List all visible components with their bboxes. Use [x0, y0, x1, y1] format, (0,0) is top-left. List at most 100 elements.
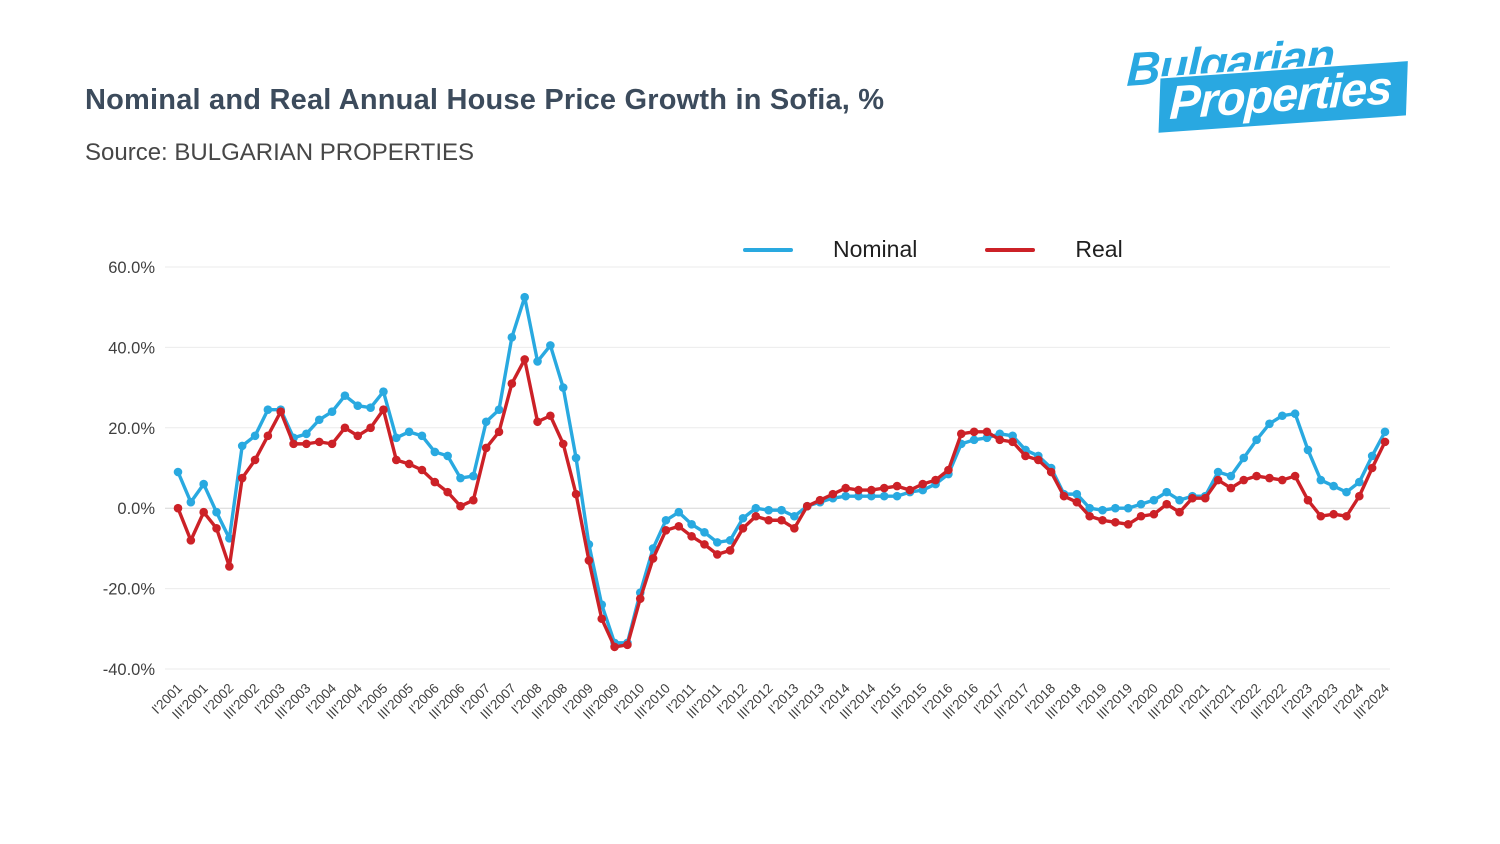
- data-point-real-79[interactable]: [1188, 493, 1197, 503]
- data-point-real-59[interactable]: [931, 475, 940, 485]
- data-point-nominal-40[interactable]: [687, 519, 696, 529]
- data-point-real-3[interactable]: [212, 524, 221, 533]
- data-point-real-64[interactable]: [995, 435, 1005, 445]
- data-point-nominal-91[interactable]: [1342, 487, 1351, 497]
- data-point-real-81[interactable]: [1213, 475, 1223, 485]
- data-point-real-45[interactable]: [751, 511, 761, 521]
- data-point-nominal-20[interactable]: [430, 447, 440, 457]
- data-point-real-13[interactable]: [340, 423, 350, 433]
- data-point-real-10[interactable]: [302, 439, 311, 449]
- data-point-real-25[interactable]: [494, 427, 504, 437]
- data-point-real-35[interactable]: [623, 640, 632, 650]
- data-point-real-18[interactable]: [404, 459, 414, 469]
- data-point-real-83[interactable]: [1239, 475, 1249, 485]
- data-point-nominal-92[interactable]: [1355, 477, 1364, 487]
- data-point-nominal-15[interactable]: [366, 403, 375, 413]
- data-point-real-60[interactable]: [944, 465, 953, 475]
- data-point-nominal-26[interactable]: [507, 333, 517, 342]
- data-point-nominal-2[interactable]: [199, 479, 208, 489]
- data-point-real-38[interactable]: [661, 526, 671, 535]
- data-point-real-1[interactable]: [186, 536, 196, 545]
- data-point-real-61[interactable]: [956, 429, 966, 439]
- data-point-nominal-89[interactable]: [1316, 475, 1326, 485]
- data-point-nominal-84[interactable]: [1252, 435, 1261, 445]
- data-point-real-12[interactable]: [327, 439, 337, 449]
- data-point-real-11[interactable]: [314, 437, 324, 447]
- data-point-real-91[interactable]: [1342, 511, 1351, 521]
- data-point-real-16[interactable]: [379, 405, 388, 415]
- data-point-nominal-25[interactable]: [494, 405, 504, 415]
- data-point-real-22[interactable]: [456, 501, 465, 511]
- data-point-nominal-78[interactable]: [1175, 495, 1184, 505]
- data-point-nominal-65[interactable]: [1008, 431, 1017, 441]
- data-point-real-40[interactable]: [687, 532, 696, 541]
- data-point-real-62[interactable]: [969, 427, 979, 437]
- data-point-real-88[interactable]: [1303, 495, 1313, 505]
- data-point-real-69[interactable]: [1059, 491, 1069, 501]
- data-point-nominal-46[interactable]: [764, 505, 773, 515]
- data-point-nominal-19[interactable]: [417, 431, 427, 441]
- data-point-nominal-38[interactable]: [661, 515, 671, 525]
- data-point-nominal-45[interactable]: [751, 503, 761, 513]
- data-point-nominal-0[interactable]: [173, 467, 183, 477]
- data-point-real-70[interactable]: [1072, 497, 1082, 507]
- data-point-real-23[interactable]: [469, 495, 478, 505]
- data-point-real-94[interactable]: [1380, 437, 1390, 447]
- data-point-nominal-5[interactable]: [237, 441, 247, 451]
- data-point-real-71[interactable]: [1085, 511, 1094, 521]
- data-point-nominal-58[interactable]: [918, 485, 928, 495]
- data-point-real-85[interactable]: [1265, 473, 1274, 483]
- data-point-nominal-83[interactable]: [1239, 453, 1249, 463]
- data-point-real-54[interactable]: [867, 485, 876, 495]
- data-point-real-53[interactable]: [854, 485, 863, 495]
- data-point-real-58[interactable]: [918, 479, 928, 489]
- data-point-real-87[interactable]: [1290, 471, 1300, 481]
- data-point-real-7[interactable]: [263, 431, 273, 441]
- data-point-nominal-76[interactable]: [1149, 495, 1159, 505]
- data-point-nominal-72[interactable]: [1098, 505, 1107, 515]
- data-point-real-20[interactable]: [430, 477, 440, 487]
- data-point-real-65[interactable]: [1008, 437, 1017, 447]
- data-point-nominal-62[interactable]: [969, 435, 979, 445]
- data-point-nominal-11[interactable]: [314, 415, 324, 425]
- data-point-nominal-1[interactable]: [186, 497, 196, 507]
- data-point-nominal-81[interactable]: [1213, 467, 1223, 477]
- data-point-real-37[interactable]: [648, 554, 658, 563]
- data-point-real-75[interactable]: [1136, 511, 1146, 521]
- data-point-nominal-24[interactable]: [481, 417, 491, 427]
- data-point-real-73[interactable]: [1111, 517, 1120, 527]
- data-point-nominal-54[interactable]: [867, 491, 876, 501]
- legend-item-nominal[interactable]: Nominal: [743, 236, 917, 263]
- data-point-nominal-31[interactable]: [571, 453, 581, 463]
- data-point-nominal-85[interactable]: [1265, 419, 1274, 429]
- data-point-nominal-56[interactable]: [892, 491, 902, 501]
- data-point-real-28[interactable]: [533, 417, 542, 427]
- data-point-real-44[interactable]: [738, 524, 748, 533]
- data-point-real-48[interactable]: [790, 524, 799, 533]
- data-point-nominal-30[interactable]: [558, 383, 568, 392]
- data-point-real-34[interactable]: [610, 642, 619, 652]
- data-point-real-21[interactable]: [443, 487, 452, 497]
- data-point-real-49[interactable]: [802, 501, 812, 511]
- data-point-real-33[interactable]: [597, 614, 607, 624]
- data-point-real-17[interactable]: [391, 455, 401, 465]
- data-point-nominal-12[interactable]: [327, 407, 337, 417]
- data-point-real-39[interactable]: [674, 521, 684, 531]
- data-point-nominal-22[interactable]: [456, 473, 465, 483]
- data-point-real-93[interactable]: [1367, 463, 1377, 473]
- data-point-nominal-47[interactable]: [777, 505, 786, 515]
- data-point-real-15[interactable]: [366, 423, 375, 433]
- data-point-real-66[interactable]: [1021, 451, 1030, 461]
- data-point-real-92[interactable]: [1355, 491, 1364, 501]
- data-point-nominal-42[interactable]: [712, 538, 722, 547]
- data-point-nominal-70[interactable]: [1072, 489, 1082, 499]
- legend-item-real[interactable]: Real: [985, 236, 1123, 263]
- data-point-real-2[interactable]: [199, 507, 208, 517]
- data-point-nominal-87[interactable]: [1290, 409, 1300, 419]
- data-point-real-67[interactable]: [1034, 455, 1043, 465]
- data-point-nominal-55[interactable]: [879, 491, 889, 501]
- data-point-nominal-14[interactable]: [353, 401, 363, 410]
- data-point-nominal-23[interactable]: [469, 471, 478, 481]
- data-point-real-43[interactable]: [725, 546, 735, 555]
- data-point-real-84[interactable]: [1252, 471, 1261, 481]
